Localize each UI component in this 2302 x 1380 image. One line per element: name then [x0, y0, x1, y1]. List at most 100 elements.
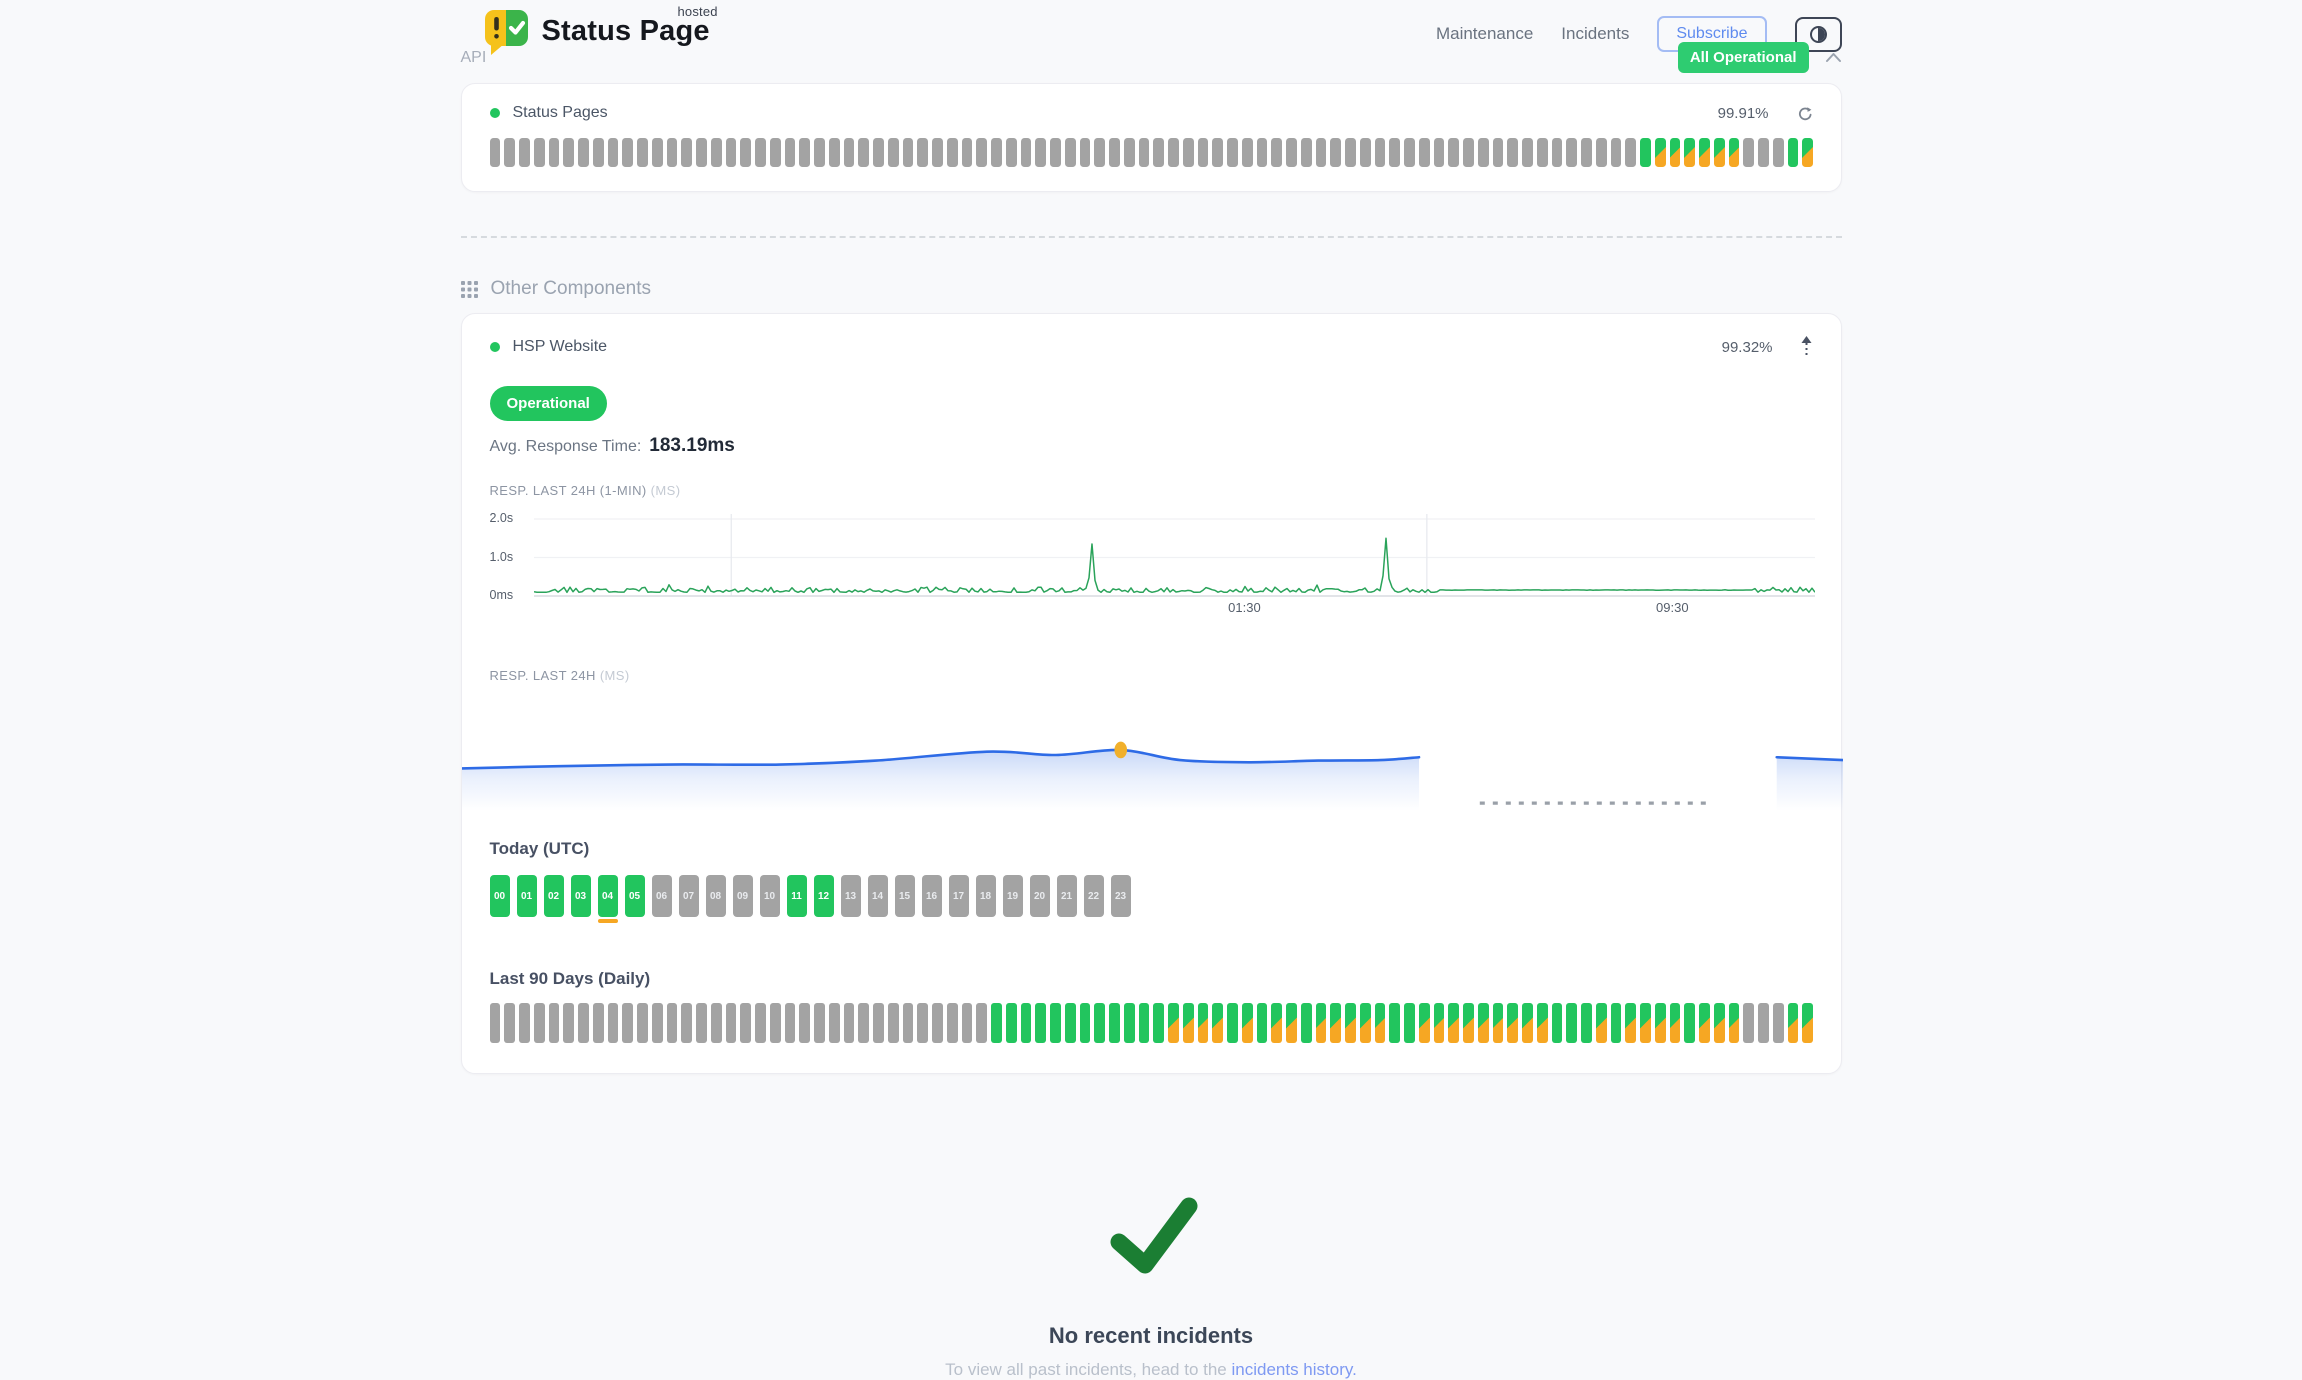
day-bar-cell — [1713, 1003, 1725, 1043]
day-bar-cell — [1522, 1003, 1533, 1043]
uptime-bar-cell — [1625, 138, 1636, 167]
day-bar-cell — [873, 1003, 884, 1043]
day-bar-cell — [991, 1003, 1002, 1043]
uptime-bar-cell — [1802, 138, 1813, 167]
theme-toggle-button[interactable] — [1794, 16, 1842, 52]
uptime-bar-cell — [1758, 138, 1769, 167]
response-time-line-chart: 2.0s 1.0s 0ms 01:30 09:30 — [489, 504, 1815, 624]
uptime-bar-cell — [858, 138, 869, 167]
uptime-bar-cell — [1389, 138, 1400, 167]
component-name: HSP Website — [512, 338, 608, 355]
uptime-bar-cell — [666, 138, 678, 167]
day-bar-cell — [1610, 1003, 1622, 1043]
day-bar-cell — [1787, 1003, 1799, 1043]
hour-cell: 12 — [813, 875, 834, 917]
uptime-bar-cell — [519, 138, 530, 167]
today-utc-label: Today (UTC) — [489, 839, 590, 858]
other-components-header: Other Components — [460, 278, 1842, 300]
uptime-bar-cell — [696, 138, 707, 167]
day-bar-cell — [1286, 1003, 1297, 1043]
day-bar-cell — [1581, 1003, 1592, 1043]
uptime-bar-cell — [1743, 138, 1754, 167]
hour-label: 14 — [871, 890, 884, 902]
hour-cell: 07 — [678, 875, 699, 917]
uptime-bar-cell — [1728, 138, 1740, 167]
nav-maintenance[interactable]: Maintenance — [1435, 24, 1534, 43]
uptime-bar-cell — [1138, 138, 1150, 167]
day-bar-cell — [1625, 1003, 1636, 1043]
day-bar-cell — [1728, 1003, 1740, 1043]
day-bar-cell — [843, 1003, 855, 1043]
uptime-bar-cell — [1079, 138, 1091, 167]
day-bar-cell — [725, 1003, 737, 1043]
day-bar-cell — [1418, 1003, 1430, 1043]
day-bar-cell — [489, 1003, 501, 1043]
day-bar-cell — [1020, 1003, 1032, 1043]
day-bar-cell — [1079, 1003, 1091, 1043]
day-bar-cell — [1640, 1003, 1651, 1043]
day-bar-cell — [578, 1003, 589, 1043]
day-bar-cell — [696, 1003, 707, 1043]
day-bar-cell — [1772, 1003, 1784, 1043]
day-bar-cell — [1138, 1003, 1150, 1043]
day-bar-cell — [1669, 1003, 1681, 1043]
day-bar-cell — [519, 1003, 530, 1043]
day-bar-cell — [1168, 1003, 1179, 1043]
uptime-bar-cell — [769, 138, 781, 167]
day-bar-cell — [828, 1003, 840, 1043]
day-bar-cell — [1374, 1003, 1386, 1043]
hour-cell: 15 — [894, 875, 915, 917]
chart2-label: RESP. LAST 24H (MS) — [489, 668, 630, 683]
brand-superscript: hosted — [677, 4, 718, 19]
uptime-bar-cell — [1256, 138, 1268, 167]
day-bar-cell — [902, 1003, 914, 1043]
uptime-bar-cell — [1699, 138, 1710, 167]
hour-label: 12 — [817, 890, 830, 902]
day-bar-cell — [1050, 1003, 1061, 1043]
uptime-bar-cell — [1094, 138, 1105, 167]
hour-label: 19 — [1006, 890, 1019, 902]
hour-label: 01 — [520, 890, 533, 902]
hour-label: 06 — [655, 890, 668, 902]
uptime-bar-cell — [873, 138, 884, 167]
uptime-bar-cell — [1492, 138, 1504, 167]
hour-label: 09 — [736, 890, 749, 902]
chevron-up-icon[interactable] — [1825, 52, 1842, 63]
day-bar-cell — [1241, 1003, 1253, 1043]
y-axis-tick-label: 0ms — [489, 588, 514, 602]
uptime-bar-cell — [1241, 138, 1253, 167]
day-bar-cell — [1684, 1003, 1695, 1043]
chart-marker-dot[interactable] — [1113, 741, 1127, 759]
hsp-website-row: HSP Website 99.32% — [462, 336, 1841, 358]
uptime-bar-cell — [1654, 138, 1666, 167]
day-bar-cell — [1300, 1003, 1312, 1043]
uptime-bar-cell — [1064, 138, 1076, 167]
uptime-bar-cell — [1330, 138, 1341, 167]
day-bar-cell — [1212, 1003, 1223, 1043]
uptime-bar-cell — [548, 138, 560, 167]
hour-cell: 01 — [516, 875, 537, 917]
uptime-bar-cell — [1168, 138, 1179, 167]
uptime-bar-cell — [622, 138, 633, 167]
day-bar-cell — [1271, 1003, 1282, 1043]
uptime-bar-cell — [1477, 138, 1489, 167]
avg-response-row: Avg. Response Time: 183.19ms — [490, 435, 1813, 457]
brand-logo[interactable]: Status Page hosted — [483, 4, 718, 55]
big-checkmark-icon — [1103, 1194, 1199, 1274]
day-bar-cell — [755, 1003, 766, 1043]
uptime-bar-cell — [1050, 138, 1061, 167]
all-operational-badge: All Operational — [1677, 42, 1809, 73]
day-bar-cell — [1433, 1003, 1445, 1043]
refresh-icon[interactable] — [1796, 106, 1813, 121]
uptime-bar-cell — [1433, 138, 1445, 167]
api-section-title: API — [460, 48, 487, 66]
response-time-area-chart — [460, 699, 1844, 811]
day-bar-cell — [1654, 1003, 1666, 1043]
nav-incidents[interactable]: Incidents — [1561, 24, 1630, 43]
uptime-bar-cell — [681, 138, 692, 167]
uptime-bar-cell — [1522, 138, 1533, 167]
hour-label: 10 — [763, 890, 776, 902]
uptime-bar-cell — [651, 138, 663, 167]
hour-label: 02 — [547, 890, 560, 902]
hour-cell: 20 — [1029, 875, 1050, 917]
